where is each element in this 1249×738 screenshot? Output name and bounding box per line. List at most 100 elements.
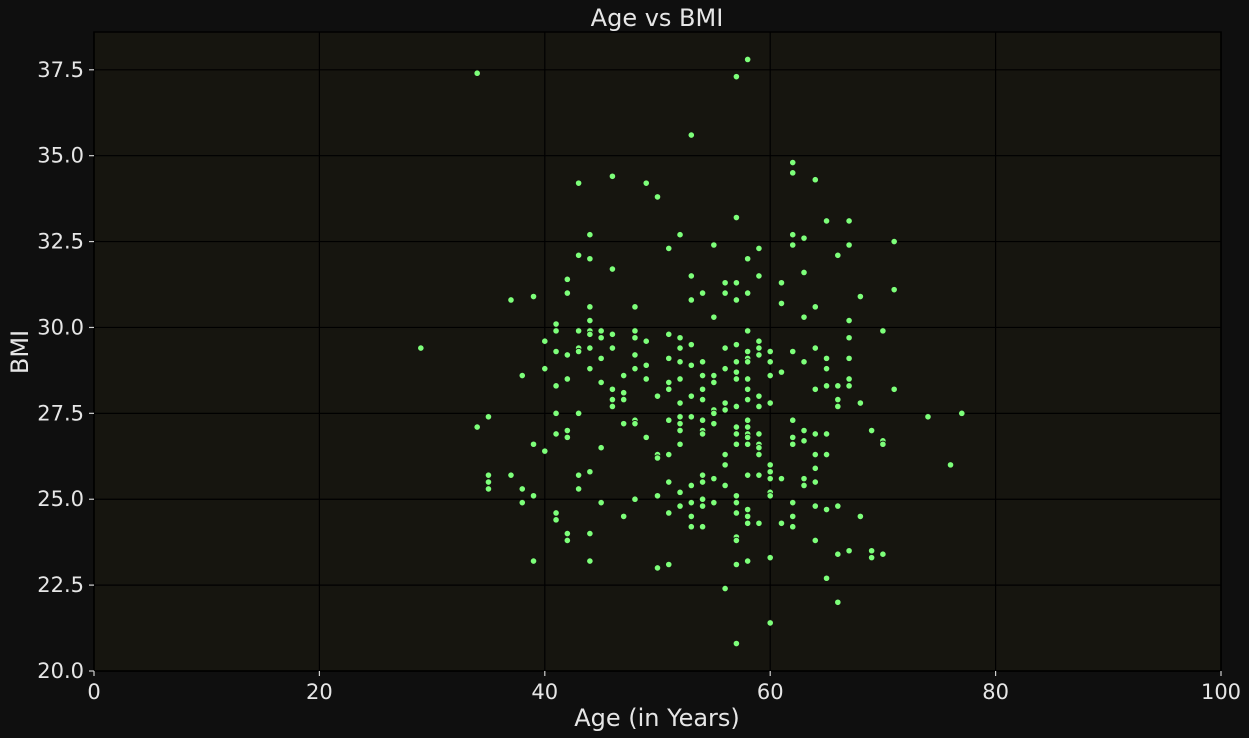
scatter-point — [687, 512, 695, 521]
scatter-point — [653, 454, 662, 462]
scatter-point — [710, 499, 718, 507]
scatter-point — [721, 461, 729, 469]
y-tick-label: 35.0 — [37, 144, 84, 168]
scatter-point — [698, 385, 707, 393]
scatter-point — [665, 560, 673, 569]
scatter-point — [563, 426, 571, 435]
scatter-point — [958, 409, 966, 417]
scatter-point — [586, 303, 594, 311]
scatter-point — [575, 409, 583, 417]
scatter-point — [529, 440, 538, 448]
scatter-point — [732, 499, 740, 507]
y-tick-label: 30.0 — [37, 315, 84, 339]
scatter-point — [473, 69, 481, 77]
scatter-point — [744, 347, 752, 356]
scatter-point — [744, 375, 752, 383]
scatter-point — [687, 131, 695, 139]
scatter-point — [744, 327, 752, 335]
scatter-point — [845, 316, 853, 325]
scatter-point — [676, 358, 684, 366]
scatter-point — [777, 475, 786, 483]
scatter-point — [507, 296, 515, 304]
scatter-point — [575, 471, 583, 479]
scatter-point — [732, 440, 740, 448]
scatter-point — [766, 347, 774, 356]
scatter-point — [518, 499, 526, 507]
scatter-point — [800, 437, 808, 445]
scatter-point — [631, 303, 639, 311]
scatter-point — [710, 409, 718, 417]
plot-area — [93, 31, 1222, 672]
scatter-point — [541, 365, 549, 373]
scatter-point — [856, 512, 864, 521]
scatter-point — [608, 344, 617, 352]
scatter-point — [575, 179, 583, 187]
scatter-point — [755, 351, 763, 359]
scatter-point — [687, 341, 695, 349]
x-axis-label: Age (in Years) — [574, 704, 740, 732]
scatter-point — [575, 347, 583, 356]
scatter-point — [586, 365, 594, 373]
scatter-point — [687, 413, 695, 421]
scatter-point — [732, 358, 740, 366]
scatter-point — [755, 392, 763, 400]
scatter-point — [563, 275, 571, 283]
scatter-point — [766, 475, 774, 483]
scatter-point — [755, 244, 763, 253]
scatter-point — [552, 382, 560, 390]
scatter-point — [665, 244, 673, 253]
scatter-point — [710, 420, 718, 428]
scatter-point — [529, 292, 538, 301]
scatter-point — [868, 426, 876, 435]
scatter-point — [822, 430, 831, 438]
scatter-point — [732, 213, 740, 222]
scatter-point — [732, 73, 740, 81]
scatter-point — [518, 485, 526, 493]
scatter-point — [732, 341, 740, 349]
scatter-point — [800, 268, 808, 277]
scatter-point — [811, 430, 819, 438]
scatter-point — [834, 550, 842, 558]
scatter-point — [676, 420, 684, 428]
scatter-point — [800, 475, 808, 483]
scatter-point — [597, 499, 605, 507]
scatter-point — [789, 499, 797, 507]
scatter-point — [620, 512, 628, 521]
scatter-point — [698, 471, 707, 479]
scatter-point — [856, 292, 864, 301]
scatter-point — [890, 385, 898, 393]
scatter-point — [597, 334, 605, 342]
scatter-point — [811, 450, 819, 459]
scatter-point — [653, 392, 662, 400]
scatter-point — [822, 450, 831, 459]
scatter-point — [710, 475, 718, 483]
scatter-point — [822, 354, 831, 362]
scatter-point — [597, 378, 605, 387]
scatter-point — [868, 547, 876, 555]
scatter-point — [552, 347, 560, 356]
x-tick-label: 80 — [982, 680, 1009, 704]
scatter-point — [631, 351, 639, 359]
scatter-point — [676, 231, 684, 239]
scatter-point — [744, 395, 752, 404]
scatter-point — [800, 234, 808, 242]
y-tick-label: 37.5 — [37, 58, 84, 82]
y-tick-label: 20.0 — [37, 659, 84, 683]
scatter-point — [642, 337, 650, 345]
scatter-point — [620, 371, 628, 380]
x-tick-label: 40 — [531, 680, 558, 704]
scatter-point — [698, 395, 707, 404]
scatter-point — [586, 529, 594, 538]
grid-lines — [93, 32, 1222, 672]
scatter-point — [597, 327, 605, 335]
scatter-point — [687, 296, 695, 304]
scatter-point — [676, 502, 684, 510]
scatter-point — [507, 471, 515, 479]
scatter-point — [698, 502, 707, 510]
scatter-point — [676, 413, 684, 421]
scatter-point — [755, 430, 763, 438]
scatter-point — [665, 378, 673, 387]
scatter-point — [744, 55, 752, 64]
scatter-point — [642, 433, 650, 441]
scatter-point — [744, 358, 752, 366]
